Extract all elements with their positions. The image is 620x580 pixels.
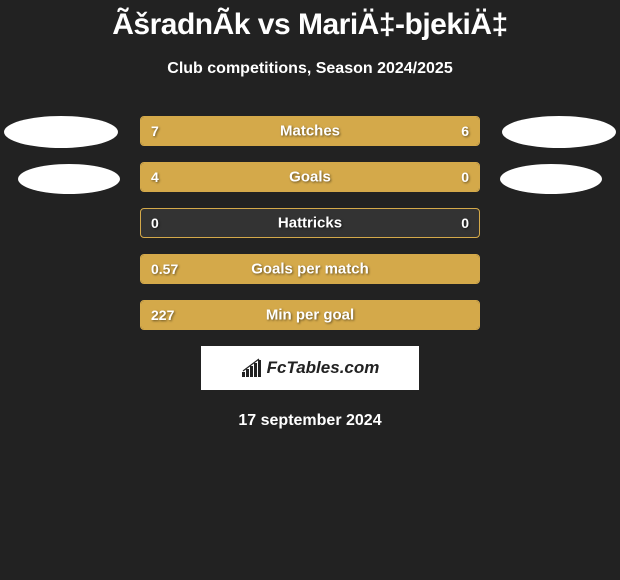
stat-label: Goals per match — [141, 261, 479, 278]
stat-label: Hattricks — [141, 215, 479, 232]
player-right-badge-1 — [502, 116, 616, 148]
subtitle: Club competitions, Season 2024/2025 — [0, 60, 620, 78]
page-title: ÃšradnÃk vs MariÄ‡-bjekiÄ‡ — [0, 8, 620, 42]
stat-bar-goals: 4Goals0 — [140, 162, 480, 192]
stat-bar-min-per-goal: 227Min per goal — [140, 300, 480, 330]
logo-box[interactable]: FcTables.com — [201, 346, 419, 390]
stat-label: Goals — [141, 169, 479, 186]
stat-value-right: 0 — [461, 169, 469, 185]
bars-container: 7Matches64Goals00Hattricks00.57Goals per… — [8, 116, 612, 330]
main-container: ÃšradnÃk vs MariÄ‡-bjekiÄ‡ Club competit… — [0, 0, 620, 430]
player-left-badge-1 — [4, 116, 118, 148]
chart-icon — [241, 358, 263, 378]
stat-bar-goals-per-match: 0.57Goals per match — [140, 254, 480, 284]
stats-area: 7Matches64Goals00Hattricks00.57Goals per… — [0, 116, 620, 330]
logo-content: FcTables.com — [241, 358, 380, 378]
stat-bar-hattricks: 0Hattricks0 — [140, 208, 480, 238]
date-text: 17 september 2024 — [0, 412, 620, 430]
stat-label: Min per goal — [141, 307, 479, 324]
player-left-badge-2 — [18, 164, 120, 194]
player-right-badge-2 — [500, 164, 602, 194]
stat-bar-matches: 7Matches6 — [140, 116, 480, 146]
stat-value-right: 6 — [461, 123, 469, 139]
logo-text: FcTables.com — [267, 358, 380, 378]
stat-value-right: 0 — [461, 215, 469, 231]
stat-label: Matches — [141, 123, 479, 140]
